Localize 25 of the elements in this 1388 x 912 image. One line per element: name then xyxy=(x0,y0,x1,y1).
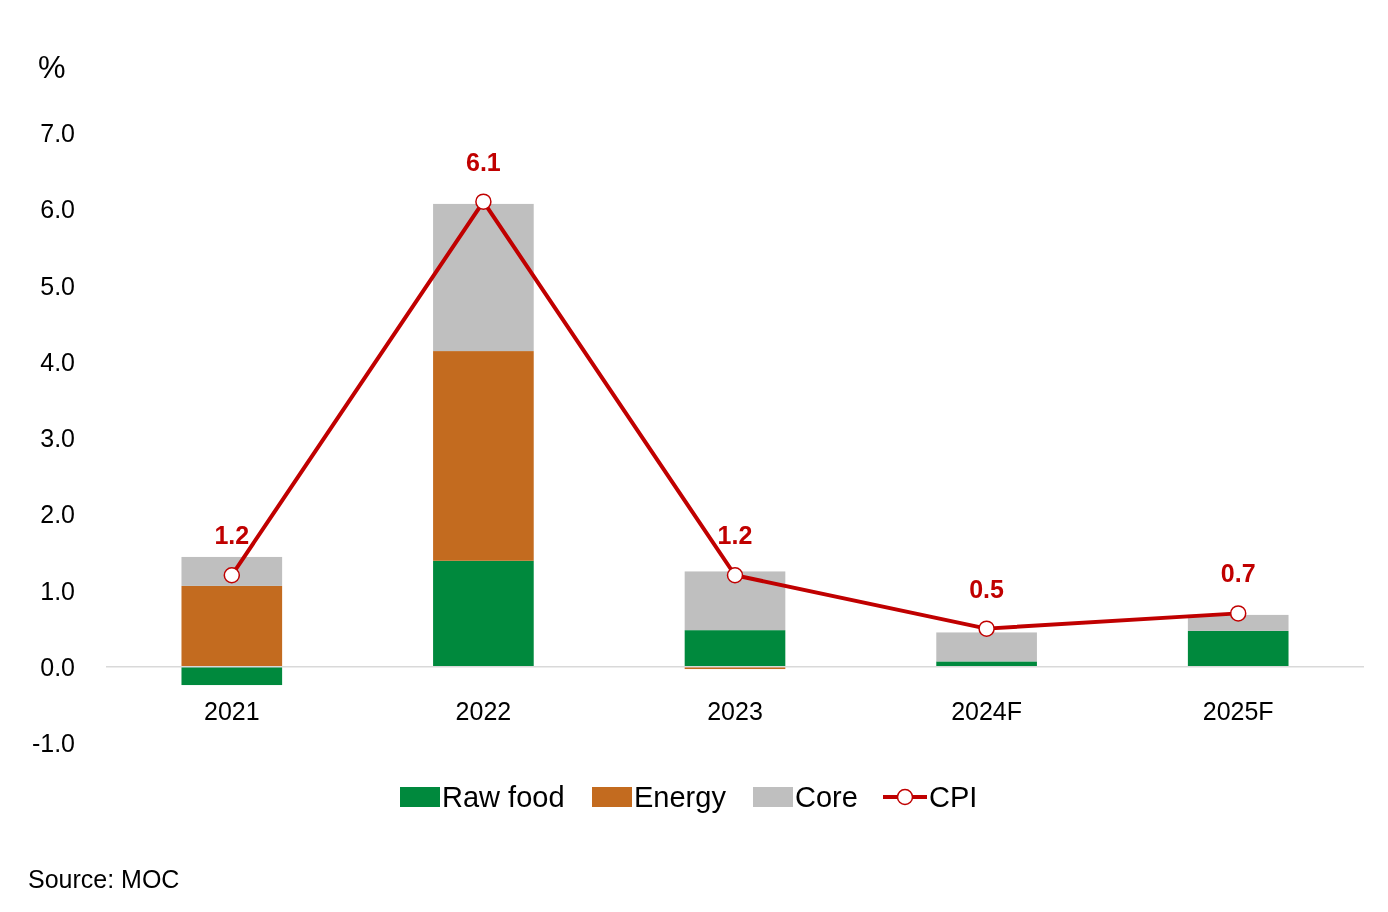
legend-label: Core xyxy=(795,781,858,813)
y-tick-label: 6.0 xyxy=(40,195,75,224)
y-tick-label: -1.0 xyxy=(31,729,75,757)
data-label: 0.7 xyxy=(1220,559,1256,588)
y-tick-label: 1.0 xyxy=(40,576,75,605)
legend-label: CPI xyxy=(929,781,978,813)
x-tick-label: 2024F xyxy=(951,697,1023,725)
y-tick-label: 2.0 xyxy=(40,500,75,529)
data-label: 0.5 xyxy=(969,574,1005,603)
y-tick-label: 4.0 xyxy=(40,347,75,376)
y-tick-label: 0.0 xyxy=(40,652,75,681)
x-tick-label: 2023 xyxy=(707,697,763,725)
source-note: Source: MOC xyxy=(28,865,180,893)
y-axis-title: % xyxy=(38,50,66,85)
data-label: 6.1 xyxy=(466,147,501,176)
x-tick-label: 2022 xyxy=(455,697,512,725)
x-tick-label: 2025F xyxy=(1202,697,1274,725)
x-tick-label: 2021 xyxy=(203,697,260,725)
y-tick-label: 7.0 xyxy=(40,119,75,147)
legend-label: Raw food xyxy=(442,781,565,813)
data-label: 1.2 xyxy=(214,521,250,550)
y-tick-label: 3.0 xyxy=(40,424,75,452)
legend-label: Energy xyxy=(634,781,727,813)
data-label: 1.2 xyxy=(717,521,753,550)
y-tick-label: 5.0 xyxy=(40,271,75,300)
